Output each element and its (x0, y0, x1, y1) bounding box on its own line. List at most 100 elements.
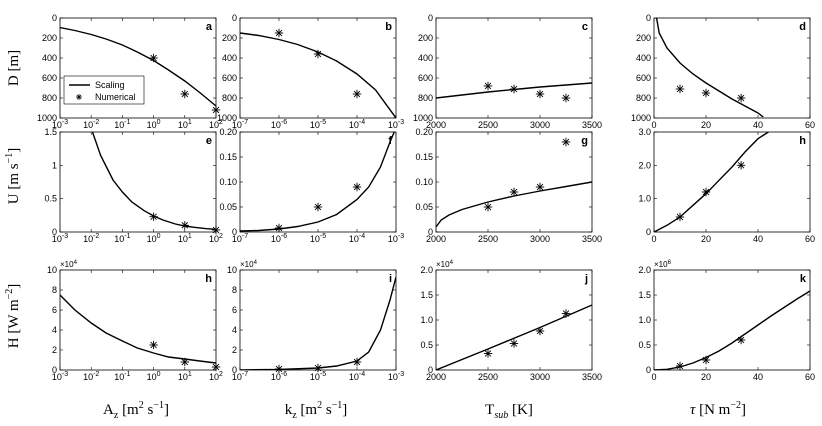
panel-d-3-scaling-line (655, 18, 764, 118)
panel-h-7-scaling-line (654, 132, 769, 232)
panel-g-6-ytick-label-0: 0 (428, 227, 433, 237)
panel-j-10-xtick-label-2: 3000 (530, 372, 550, 382)
panel-h-7-letter: h (799, 135, 806, 147)
panel-f-5-point-1 (313, 202, 323, 212)
panel-b-1-point-0-stroke-3 (275, 29, 283, 37)
panel-a-0-ytick-label-5: 1000 (37, 113, 57, 123)
legend-marker-swatch (76, 94, 82, 100)
panel-c-2-point-0 (483, 81, 493, 91)
panel-h-7-point-2 (736, 161, 746, 170)
panel-j-10-point-1-stroke-3 (510, 340, 518, 347)
panel-i-9-point-2-stroke-3 (353, 358, 361, 366)
panel-j-10-scaling-line (436, 304, 592, 370)
panel-g-6-ytick-label-3: 0.15 (415, 152, 433, 162)
col-label-tau: τ [N m−2] (690, 400, 746, 418)
panel-e-4-point-2-stroke-3 (212, 226, 220, 234)
panel-e-4-xtick-label-4: 101 (178, 233, 192, 244)
panel-d-3-point-0-stroke-3 (676, 85, 684, 93)
panel-f-5-ytick-label-4: 0.20 (219, 127, 237, 137)
panel-c-2-ytick-label-1: 200 (418, 33, 433, 43)
panel-b-1-xtick-label-2: 10-5 (310, 119, 326, 130)
panel-k-11-point-2-stroke-3 (737, 336, 745, 344)
panel-i-9-ytick-label-3: 6 (232, 305, 237, 315)
panel-a-0-ytick-label-2: 400 (42, 53, 57, 63)
panel-h-8-xtick-label-4: 101 (178, 371, 192, 382)
panel-e-4-ytick-label-0: 0 (52, 227, 57, 237)
panel-h-8-ytick-label-4: 8 (52, 285, 57, 295)
panel-e-4-point-2 (211, 225, 221, 235)
panel-d-3-frame (653, 17, 811, 119)
panel-j-10-ytick-label-3: 1.5 (420, 290, 433, 300)
panel-j-10-ytick-label-4: 2.0 (420, 265, 433, 275)
panel-h-8-point-2 (211, 362, 221, 372)
panel-h-8-point-1 (180, 357, 190, 367)
panel-j-10-ytick-label-0: 0 (428, 365, 433, 375)
panel-f-5-point-0 (274, 223, 284, 233)
panel-b-1-ytick-label-3: 600 (222, 73, 237, 83)
panel-a-0-xtick-label-3: 100 (147, 119, 161, 130)
legend-marker-label: Numerical (95, 92, 136, 102)
panel-e-4-ytick-label-3: 1.5 (44, 127, 57, 137)
panel-k-11: 0 20 40 60 0 0.5 1.0 1.5 2.0×106 k (638, 260, 815, 382)
panel-a-0-xtick-label-2: 10-1 (114, 119, 130, 130)
panels-group: 10-3 10-2 10-1 100 101 10202004006008001000aS… (37, 13, 815, 382)
panel-b-1: 10-7 10-6 10-5 10-4 10-3 0 200 400 600 800 1000 b (217, 13, 404, 130)
panel-i-9-ytick-label-4: 8 (232, 285, 237, 295)
panel-a-0-point-2-stroke-3 (212, 106, 220, 114)
panel-k-11-scaling-line (654, 290, 810, 370)
panel-i-9-scaling-line (240, 276, 396, 370)
panel-g-6-ytick-label-4: 0.20 (415, 127, 433, 137)
panel-k-11-ytick-label-4: 2.0 (638, 265, 651, 275)
panel-k-11-letter: k (800, 273, 807, 285)
panel-h-8-xtick-label-5: 102 (209, 371, 223, 382)
panel-e-4-point-0 (149, 212, 158, 221)
panel-h-8-point-1-stroke-3 (181, 358, 189, 366)
legend-line-label: Scaling (95, 80, 125, 90)
panel-c-2: 2000 2500 3000 3500 0 200 400 600 800 1000 c (413, 13, 602, 130)
panel-f-5-xtick-label-0: 10-7 (232, 233, 248, 244)
panel-g-6-xtick-label-2: 3000 (530, 234, 550, 244)
panel-h-8-letter: h (205, 273, 212, 285)
panel-b-1-point-0 (274, 28, 284, 38)
panel-i-9-ytick-label-5: 10 (227, 265, 237, 275)
panel-e-4-point-1-stroke-3 (181, 222, 189, 229)
panel-h-7-xtick-label-0: 0 (651, 234, 656, 244)
panel-g-6-point-2 (535, 182, 545, 192)
panel-g-6-point-1 (509, 187, 519, 197)
panel-i-9-xtick-label-3: 10-4 (349, 371, 365, 382)
panel-d-3-ytick-label-3: 600 (636, 73, 651, 83)
panel-k-11-point-1-stroke-3 (702, 356, 710, 364)
row-label-d: D [m] (6, 50, 22, 86)
panel-j-10-point-2 (535, 326, 545, 336)
panel-b-1-letter: b (385, 21, 392, 33)
panel-d-3-ytick-label-1: 200 (636, 33, 651, 43)
panel-c-2-xtick-label-2: 3000 (530, 120, 550, 130)
panel-a-0-ytick-label-4: 800 (42, 93, 57, 103)
panel-j-10-frame (435, 269, 593, 371)
panel-d-3-point-0 (675, 84, 685, 94)
panel-a-0-frame (59, 17, 217, 119)
panel-c-2-point-1 (509, 84, 519, 94)
panel-a-0-ytick-label-0: 0 (52, 13, 57, 23)
panel-b-1-point-2-stroke-3 (353, 90, 361, 98)
panel-h-8-ytick-label-1: 2 (52, 345, 57, 355)
col-label-tsub: Tsub [K] (485, 402, 533, 421)
panel-i-9-xtick-label-2: 10-5 (310, 371, 326, 382)
panel-b-1-ytick-label-4: 800 (222, 93, 237, 103)
panel-k-11-ytick-label-1: 0.5 (638, 340, 651, 350)
panel-i-9-point-0-stroke-3 (275, 365, 283, 373)
panel-i-9-xtick-label-4: 10-3 (388, 371, 404, 382)
panel-h-7-xtick-label-3: 60 (805, 234, 815, 244)
panel-h-7-xtick-label-1: 20 (701, 234, 711, 244)
panel-g-6-xtick-label-0: 2000 (426, 234, 446, 244)
panel-h-7: 0 20 40 60 0 1.0 2.0 3.0 h (638, 127, 815, 244)
panel-f-5-point-1-stroke-3 (314, 203, 322, 211)
panel-e-4-ytick-label-2: 1 (52, 160, 57, 170)
panel-h-8-xtick-label-0: 10-3 (52, 371, 68, 382)
panel-i-9-letter: i (389, 273, 392, 285)
panel-k-11-ytick-label-2: 1.0 (638, 315, 651, 325)
panel-e-4: 10-3 10-2 10-1 100 101 102 0 0.5 1 1.5 e (44, 127, 223, 244)
panel-k-11-point-0-stroke-3 (676, 362, 684, 370)
panel-c-2-point-0-stroke-3 (484, 82, 492, 90)
